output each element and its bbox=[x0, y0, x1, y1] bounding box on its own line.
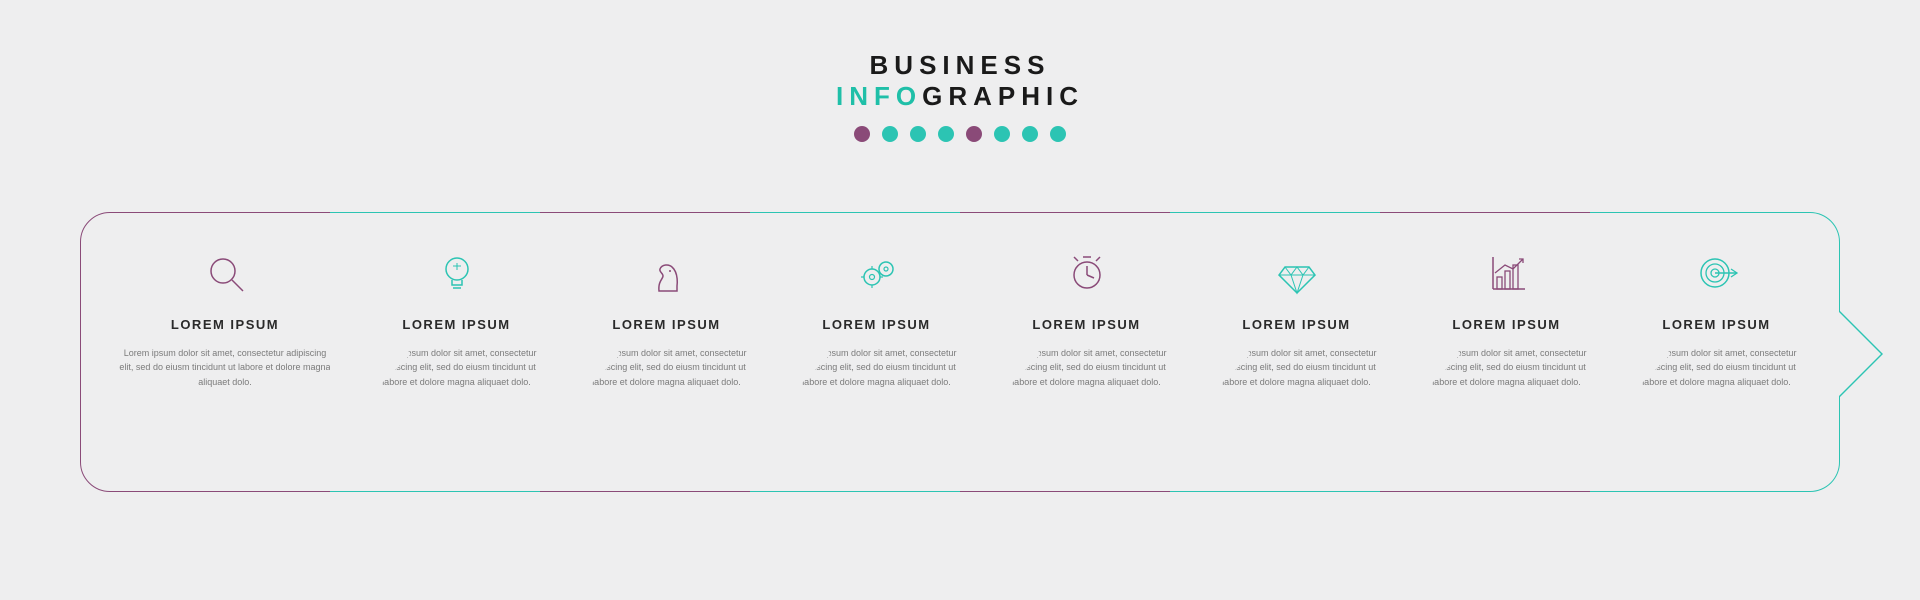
magnifier-icon bbox=[117, 243, 333, 303]
step-body: Lorem ipsum dolor sit amet, consectetur … bbox=[784, 346, 969, 389]
title-accent: INFO bbox=[836, 81, 922, 111]
step-title: LOREM IPSUM bbox=[1414, 317, 1599, 332]
steps-row: LOREM IPSUM Lorem ipsum dolor sit amet, c… bbox=[80, 212, 1840, 492]
arrow-fill bbox=[1839, 312, 1881, 396]
knight-icon bbox=[574, 243, 759, 303]
indicator-dot-8 bbox=[1050, 126, 1066, 142]
step-body: Lorem ipsum dolor sit amet, consectetur … bbox=[574, 346, 759, 389]
indicator-dot-2 bbox=[882, 126, 898, 142]
bulb-icon bbox=[364, 243, 549, 303]
step-body: Lorem ipsum dolor sit amet, consectetur … bbox=[1414, 346, 1599, 389]
title-block: BUSINESS INFOGRAPHIC bbox=[836, 50, 1084, 142]
diamond-icon bbox=[1204, 243, 1389, 303]
target-icon bbox=[1624, 243, 1809, 303]
title-line2: INFOGRAPHIC bbox=[836, 81, 1084, 112]
title-rest: GRAPHIC bbox=[922, 81, 1084, 111]
indicator-dot-6 bbox=[994, 126, 1010, 142]
step-title: LOREM IPSUM bbox=[784, 317, 969, 332]
step-title: LOREM IPSUM bbox=[1624, 317, 1809, 332]
step-8: LOREM IPSUM Lorem ipsum dolor sit amet, c… bbox=[1590, 212, 1840, 492]
step-title: LOREM IPSUM bbox=[117, 317, 333, 332]
step-body: Lorem ipsum dolor sit amet, consectetur … bbox=[994, 346, 1179, 389]
indicator-dot-5 bbox=[966, 126, 982, 142]
step-body: Lorem ipsum dolor sit amet, consectetur … bbox=[1204, 346, 1389, 389]
chart-icon bbox=[1414, 243, 1599, 303]
gears-icon bbox=[784, 243, 969, 303]
step-title: LOREM IPSUM bbox=[1204, 317, 1389, 332]
indicator-dot-7 bbox=[1022, 126, 1038, 142]
indicator-dot-1 bbox=[854, 126, 870, 142]
step-body: Lorem ipsum dolor sit amet, consectetur … bbox=[364, 346, 549, 389]
indicator-dot-4 bbox=[938, 126, 954, 142]
step-body: Lorem ipsum dolor sit amet, consectetur … bbox=[117, 346, 333, 389]
step-body: Lorem ipsum dolor sit amet, consectetur … bbox=[1624, 346, 1809, 389]
arrow-icon bbox=[1839, 310, 1883, 398]
step-title: LOREM IPSUM bbox=[994, 317, 1179, 332]
step-1: LOREM IPSUM Lorem ipsum dolor sit amet, c… bbox=[80, 212, 370, 492]
clock-icon bbox=[994, 243, 1179, 303]
step-title: LOREM IPSUM bbox=[364, 317, 549, 332]
indicator-dot-3 bbox=[910, 126, 926, 142]
step-title: LOREM IPSUM bbox=[574, 317, 759, 332]
title-line1: BUSINESS bbox=[836, 50, 1084, 81]
indicator-dots bbox=[836, 126, 1084, 142]
